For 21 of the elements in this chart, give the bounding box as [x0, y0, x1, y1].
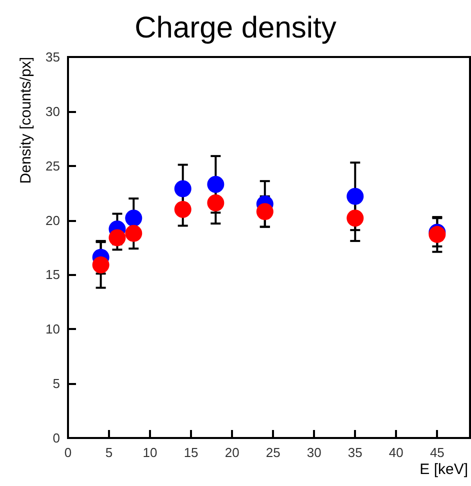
y-tick-label: 20 — [46, 212, 60, 228]
y-tick-label: 10 — [46, 322, 60, 337]
x-tick-label: 35 — [348, 445, 362, 460]
chart-title: Charge density — [134, 12, 336, 44]
x-tick-label: 10 — [142, 445, 158, 460]
y-tick-label: 30 — [46, 104, 60, 119]
y-tick-label: 35 — [46, 50, 60, 64]
y-axis-title: Density [counts/px] — [18, 57, 34, 184]
x-tick-label: 45 — [430, 445, 444, 460]
x-tick-label: 30 — [306, 445, 322, 460]
x-tick-label: 5 — [105, 445, 113, 460]
x-tick-label: 40 — [388, 445, 404, 460]
y-tick-label: 0 — [52, 430, 60, 446]
x-axis-title: E [keV] — [420, 461, 468, 478]
x-tick-label: 25 — [266, 445, 280, 460]
y-tick-label: 5 — [52, 376, 60, 392]
x-tick-label: 15 — [184, 445, 198, 460]
x-tick-label: 0 — [64, 445, 72, 460]
y-tick-label: 25 — [46, 158, 60, 174]
x-tick-label: 20 — [224, 445, 240, 460]
y-tick-label: 15 — [46, 267, 60, 282]
